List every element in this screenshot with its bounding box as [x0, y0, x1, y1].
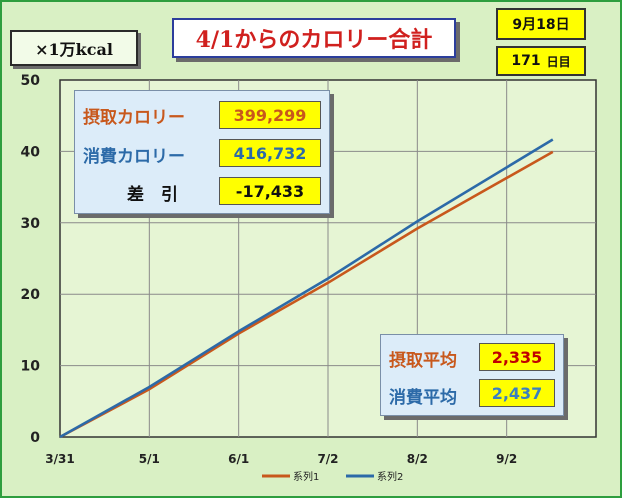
- legend: 系列1 系列2: [262, 470, 403, 483]
- x-tick-label: 3/31: [45, 452, 74, 466]
- x-tick-label: 9/2: [496, 452, 517, 466]
- series-line-1: [59, 150, 554, 439]
- y-tick-label: 0: [30, 430, 40, 446]
- series-lines: [59, 138, 554, 439]
- x-tick-label: 7/2: [317, 452, 338, 466]
- burn-value: 416,732: [219, 139, 321, 167]
- legend-label-series1: 系列1: [293, 470, 319, 483]
- days-count: 171: [511, 53, 541, 69]
- averages-panel: 摂取平均 2,335 消費平均 2,437: [380, 334, 564, 416]
- x-tick-label: 8/2: [407, 452, 428, 466]
- burn-avg-label: 消費平均: [389, 388, 457, 408]
- x-tick-label: 6/1: [228, 452, 249, 466]
- y-axis-ticks: 0 10 20 30 40 50: [21, 73, 41, 446]
- intake-label: 摂取カロリー: [83, 108, 185, 128]
- y-tick-label: 50: [21, 73, 41, 89]
- x-tick-label: 5/1: [139, 452, 160, 466]
- burn-avg-value: 2,437: [479, 379, 555, 407]
- x-axis-ticks: 3/31 5/1 6/1 7/2 8/2 9/2: [45, 452, 517, 466]
- intake-avg-label: 摂取平均: [389, 351, 457, 371]
- y-tick-label: 10: [21, 359, 41, 375]
- summary-panel: 摂取カロリー 399,299 消費カロリー 416,732 差 引 -17,43…: [74, 90, 330, 214]
- days-unit: 日目: [546, 54, 571, 69]
- series-line-2: [59, 138, 554, 439]
- legend-label-series2: 系列2: [377, 470, 403, 483]
- diff-value: -17,433: [219, 177, 321, 205]
- y-tick-label: 20: [21, 287, 41, 303]
- y-tick-label: 30: [21, 216, 41, 232]
- intake-avg-value: 2,335: [479, 343, 555, 371]
- y-tick-label: 40: [21, 144, 41, 160]
- days-badge: 171 日目: [496, 46, 586, 76]
- burn-label: 消費カロリー: [83, 147, 185, 167]
- chart-title: 4/1からのカロリー合計: [172, 18, 456, 58]
- intake-value: 399,299: [219, 101, 321, 129]
- diff-label: 差 引: [127, 185, 178, 205]
- date-badge: 9月18日: [496, 8, 586, 40]
- unit-label: ×1万kcal: [10, 30, 138, 66]
